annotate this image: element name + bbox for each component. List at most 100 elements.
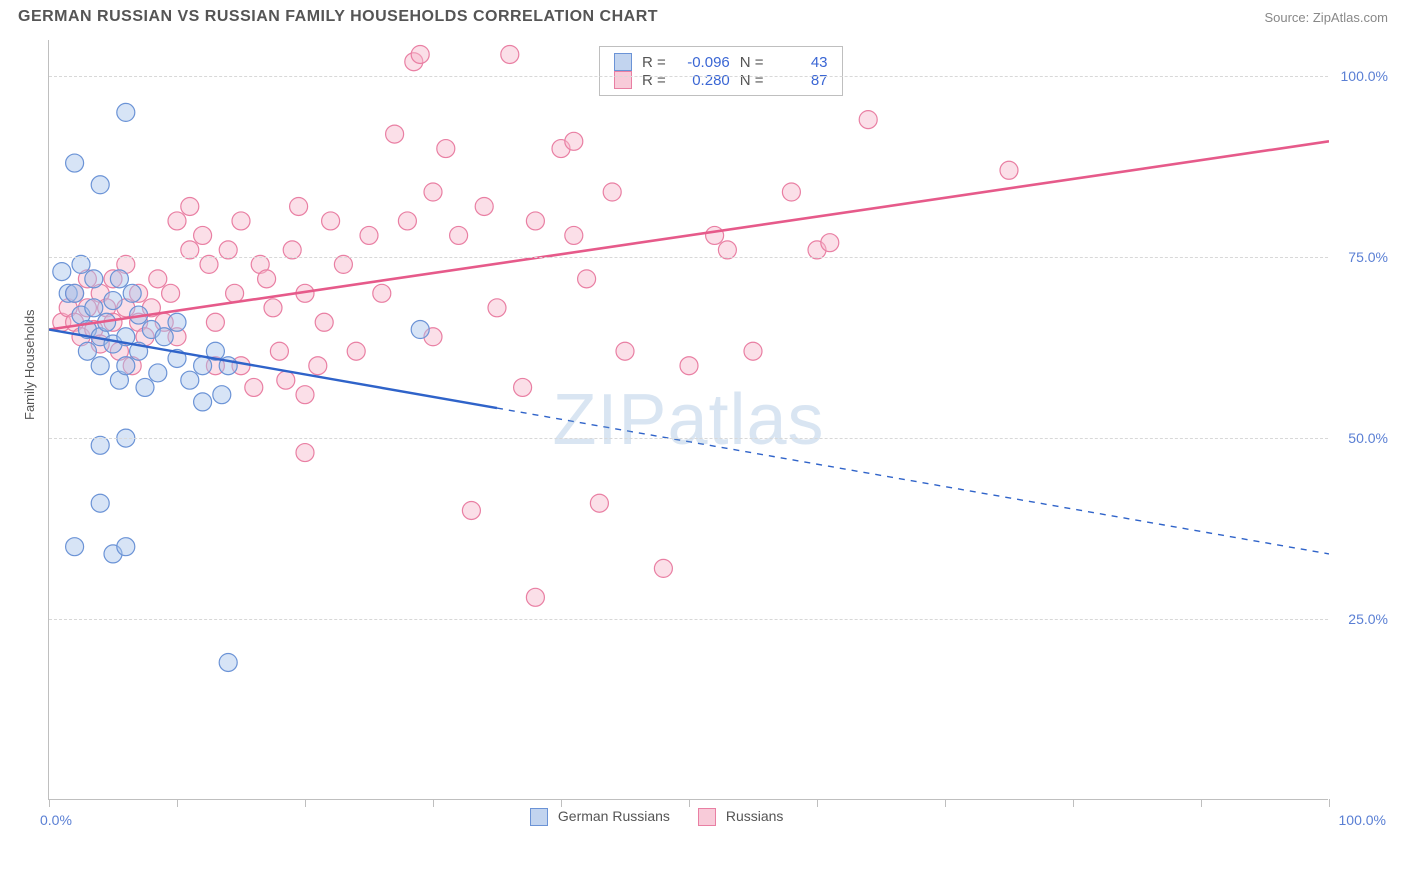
data-point-blue [85,299,103,317]
data-point-pink [603,183,621,201]
data-point-pink [514,378,532,396]
data-point-blue [117,103,135,121]
gridline [49,438,1328,439]
swatch-blue-icon [530,808,548,826]
pink-r-value: 0.280 [676,72,730,89]
x-tick [433,799,434,807]
data-point-pink [411,45,429,63]
chart-title: GERMAN RUSSIAN VS RUSSIAN FAMILY HOUSEHO… [18,8,658,26]
r-label: R = [642,72,666,89]
x-axis-min-label: 0.0% [40,812,72,828]
source-attribution: Source: ZipAtlas.com [1264,10,1388,25]
data-point-pink [706,226,724,244]
legend-item-pink: Russians [698,808,783,826]
data-point-blue [110,270,128,288]
data-point-pink [744,342,762,360]
legend-item-blue: German Russians [530,808,670,826]
x-tick [945,799,946,807]
n-label: N = [740,72,764,89]
data-point-pink [258,270,276,288]
scatter-svg [49,40,1329,800]
data-point-blue [194,393,212,411]
data-point-blue [91,494,109,512]
data-point-pink [424,183,442,201]
data-point-blue [53,263,71,281]
x-tick [817,799,818,807]
gridline [49,619,1328,620]
data-point-pink [437,140,455,158]
data-point-pink [578,270,596,288]
data-point-pink [347,342,365,360]
stats-row-blue: R = -0.096 N = 43 [614,53,828,71]
data-point-blue [117,357,135,375]
data-point-blue [66,538,84,556]
gridline [49,76,1328,77]
data-point-blue [213,386,231,404]
data-point-pink [654,559,672,577]
legend-label-pink: Russians [726,808,784,824]
chart-plot-area: R = -0.096 N = 43 R = 0.280 N = 87 ZIPat… [48,40,1328,800]
data-point-pink [309,357,327,375]
data-point-pink [181,197,199,215]
data-point-pink [264,299,282,317]
data-point-pink [821,234,839,252]
data-point-pink [590,494,608,512]
y-tick-label: 75.0% [1348,249,1388,265]
data-point-blue [85,270,103,288]
swatch-blue-icon [614,53,632,71]
data-point-blue [411,321,429,339]
data-point-pink [565,132,583,150]
stats-row-pink: R = 0.280 N = 87 [614,71,828,89]
data-point-pink [526,588,544,606]
data-point-pink [475,197,493,215]
swatch-pink-icon [614,71,632,89]
data-point-pink [149,270,167,288]
data-point-pink [488,299,506,317]
n-label: N = [740,54,764,71]
data-point-pink [245,378,263,396]
data-point-pink [782,183,800,201]
data-point-pink [680,357,698,375]
data-point-blue [168,313,186,331]
pink-n-value: 87 [774,72,828,89]
blue-n-value: 43 [774,54,828,71]
data-point-pink [270,342,288,360]
x-tick [305,799,306,807]
data-point-pink [296,444,314,462]
data-point-pink [296,386,314,404]
data-point-pink [360,226,378,244]
data-point-pink [565,226,583,244]
bottom-legend: German Russians Russians [530,808,783,826]
data-point-pink [206,313,224,331]
data-point-pink [859,111,877,129]
data-point-pink [232,212,250,230]
data-point-pink [526,212,544,230]
data-point-blue [194,357,212,375]
data-point-blue [149,364,167,382]
data-point-pink [450,226,468,244]
x-tick [689,799,690,807]
blue-r-value: -0.096 [676,54,730,71]
trend-line-pink [49,141,1329,329]
data-point-blue [104,292,122,310]
data-point-pink [226,284,244,302]
data-point-pink [277,371,295,389]
data-point-pink [462,501,480,519]
data-point-pink [194,226,212,244]
gridline [49,257,1328,258]
data-point-pink [322,212,340,230]
data-point-pink [1000,161,1018,179]
legend-label-blue: German Russians [558,808,670,824]
data-point-pink [315,313,333,331]
data-point-blue [66,284,84,302]
data-point-blue [219,653,237,671]
data-point-pink [162,284,180,302]
data-point-pink [290,197,308,215]
y-tick-label: 50.0% [1348,430,1388,446]
x-tick [177,799,178,807]
y-axis-title: Family Households [22,309,37,420]
data-point-pink [616,342,634,360]
data-point-pink [373,284,391,302]
data-point-blue [136,378,154,396]
swatch-pink-icon [698,808,716,826]
